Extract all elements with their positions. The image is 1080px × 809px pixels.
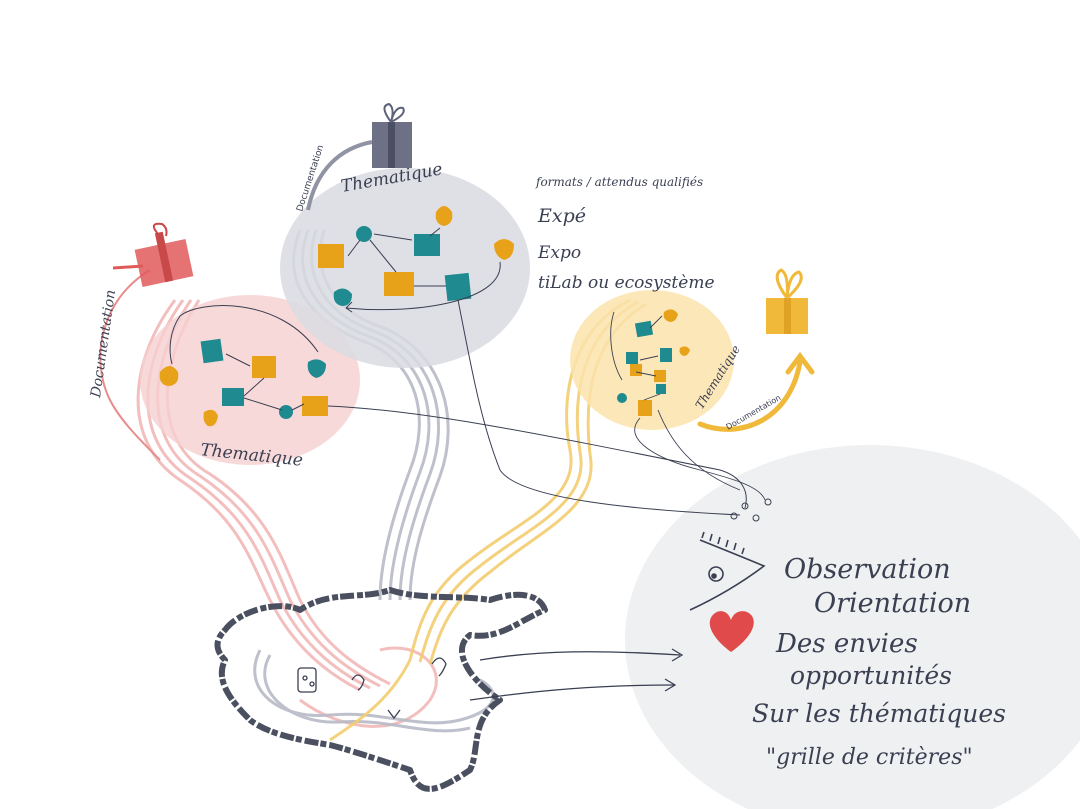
yellow-cluster-nodes bbox=[617, 309, 690, 416]
central-territory bbox=[214, 587, 548, 792]
format-item-tilab: tiLab ou ecosystème bbox=[538, 273, 715, 293]
observation-line-5: Sur les thématiques bbox=[752, 699, 1006, 728]
yellow-gift-icon bbox=[766, 268, 808, 334]
pink-gift-icon bbox=[112, 222, 194, 287]
yellow-documentation-arrow bbox=[697, 351, 815, 432]
grey-documentation-arrow bbox=[306, 140, 373, 211]
grey-cluster-links bbox=[345, 227, 741, 516]
observation-line-1: Observation bbox=[784, 554, 951, 585]
observation-line-3: Des envies bbox=[775, 629, 918, 659]
format-item-expe: Expé bbox=[537, 205, 586, 227]
observation-line-2: Orientation bbox=[814, 588, 971, 619]
yellow-cluster-links bbox=[610, 311, 766, 501]
pink-cluster-links bbox=[169, 305, 747, 509]
eye-icon bbox=[689, 531, 766, 611]
pink-documentation-arrow bbox=[99, 269, 161, 461]
central-doodles bbox=[297, 648, 684, 720]
observation-line-4: opportunités bbox=[790, 661, 952, 690]
pink-cluster-bg bbox=[140, 295, 360, 465]
heart-icon bbox=[709, 611, 754, 652]
pink-documentation-label: Documentation bbox=[88, 289, 119, 400]
pink-cluster-nodes bbox=[159, 338, 328, 427]
connector-pins bbox=[730, 498, 772, 522]
grey-gift-icon bbox=[372, 102, 412, 168]
grey-cluster-bg bbox=[280, 168, 530, 368]
observation-panel bbox=[625, 445, 1080, 809]
observation-line-6: "grille de critères" bbox=[766, 745, 973, 770]
format-item-expo: Expo bbox=[537, 243, 581, 263]
formats-heading: formats / attendus qualifiés bbox=[535, 175, 703, 189]
grey-cluster-nodes bbox=[318, 206, 514, 306]
